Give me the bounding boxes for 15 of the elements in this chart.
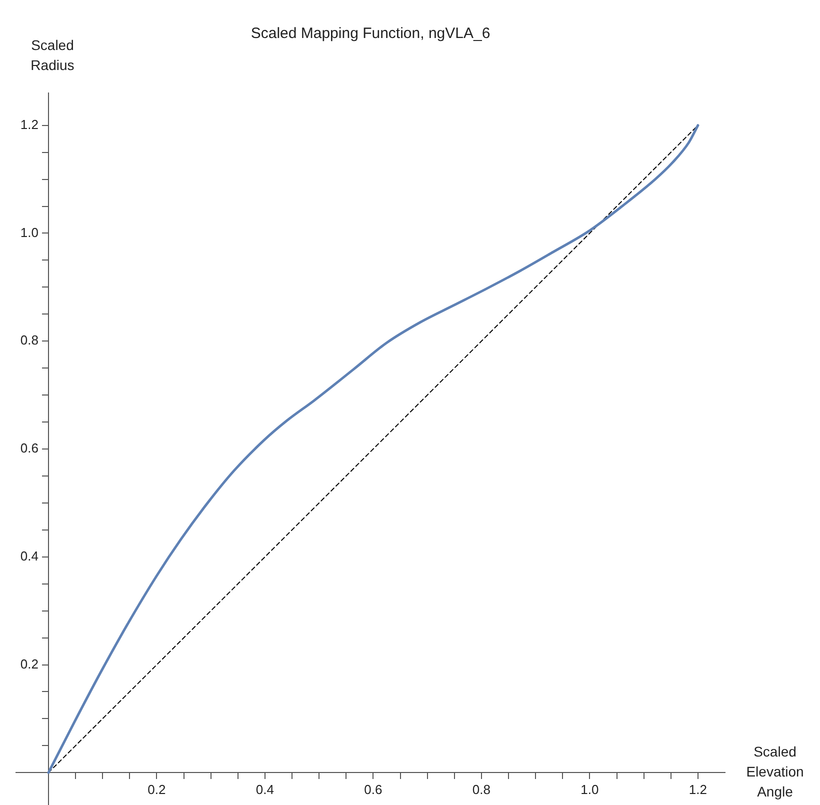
x-tick-label: 0.8 <box>472 782 490 798</box>
y-tick-label: 0.8 <box>20 332 38 348</box>
y-tick-label: 1.0 <box>20 224 38 240</box>
y-tick-label: 0.2 <box>20 656 38 672</box>
x-axis-title: Scaled Elevation Angle <box>746 743 804 800</box>
x-tick-label: 0.2 <box>148 782 166 798</box>
y-tick-label: 0.4 <box>20 548 38 564</box>
chart-title: Scaled Mapping Function, ngVLA_6 <box>250 25 490 42</box>
x-tick-label: 0.6 <box>364 782 382 798</box>
x-tick-label: 1.2 <box>688 782 707 798</box>
x-tick-label: 1.0 <box>580 782 599 798</box>
y-tick-label: 0.6 <box>20 440 38 456</box>
y-tick-label: 1.2 <box>20 116 38 132</box>
x-tick-label: 0.4 <box>256 782 274 798</box>
y-axis-title: Scaled Radius <box>30 36 74 73</box>
